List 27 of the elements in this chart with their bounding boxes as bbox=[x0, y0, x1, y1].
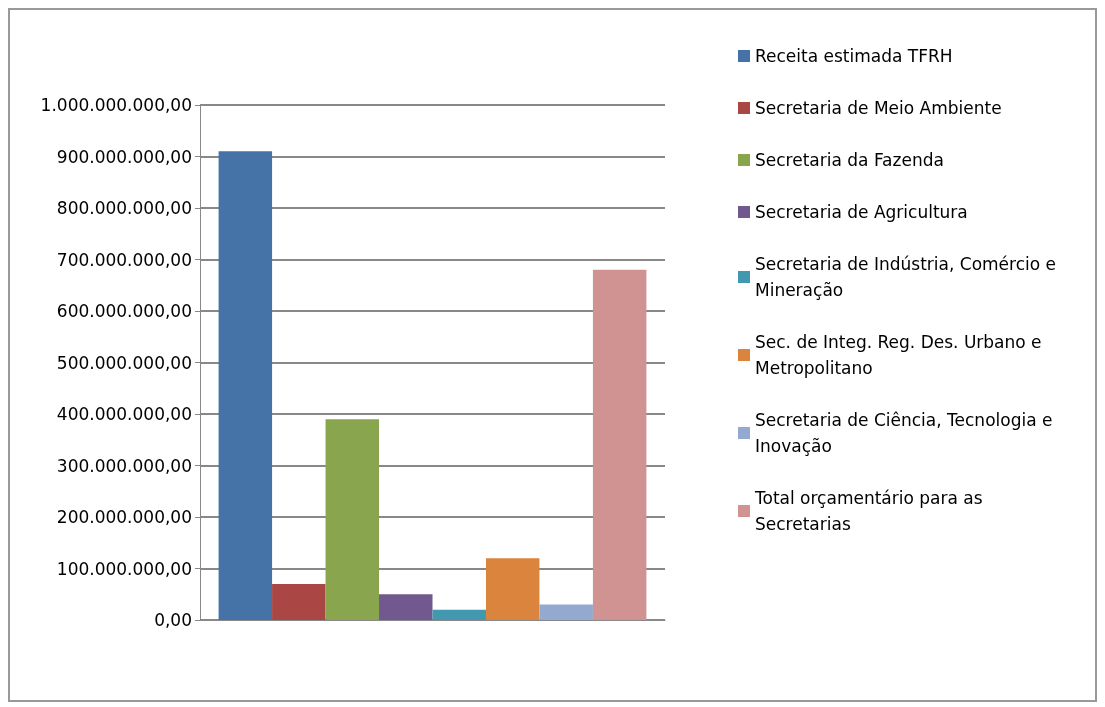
bar bbox=[592, 269, 647, 620]
y-tick-label: 500.000.000,00 bbox=[56, 352, 192, 373]
legend-label: Sec. de Integ. Reg. Des. Urbano e Metropolitano bbox=[755, 332, 1047, 378]
bar bbox=[272, 583, 326, 620]
bar bbox=[485, 558, 540, 620]
legend-label: Secretaria da Fazenda bbox=[755, 150, 944, 170]
y-tick-label: 800.000.000,00 bbox=[56, 198, 192, 218]
bar bbox=[379, 594, 433, 620]
y-tick-label: 100.000.000,00 bbox=[56, 558, 192, 579]
bar bbox=[325, 419, 380, 620]
legend-label: Secretaria de Indústria, Comércio e Mineração bbox=[755, 254, 1062, 300]
y-tick-label: 900.000.000,00 bbox=[56, 146, 192, 167]
y-tick-label: 200.000.000,00 bbox=[56, 507, 192, 527]
bar bbox=[432, 609, 486, 620]
legend-label: Receita estimada TFRH bbox=[755, 46, 953, 66]
y-tick-label: 1.000.000.000,00 bbox=[40, 95, 192, 115]
y-tick-label: 300.000.000,00 bbox=[56, 455, 192, 476]
bar bbox=[218, 151, 273, 620]
y-tick-label: 600.000.000,00 bbox=[56, 301, 192, 321]
y-tick-label: 400.000.000,00 bbox=[56, 404, 192, 424]
legend-label: Total orçamentário para as Secretarias bbox=[754, 488, 988, 534]
y-tick-label: 700.000.000,00 bbox=[56, 249, 192, 270]
legend-label: Secretaria de Agricultura bbox=[755, 202, 968, 222]
legend-label: Secretaria de Ciência, Tecnologia e Inovação bbox=[755, 410, 1058, 456]
y-tick-label: 0,00 bbox=[154, 610, 192, 630]
legend-label: Secretaria de Meio Ambiente bbox=[755, 98, 1002, 118]
bar bbox=[539, 604, 593, 620]
